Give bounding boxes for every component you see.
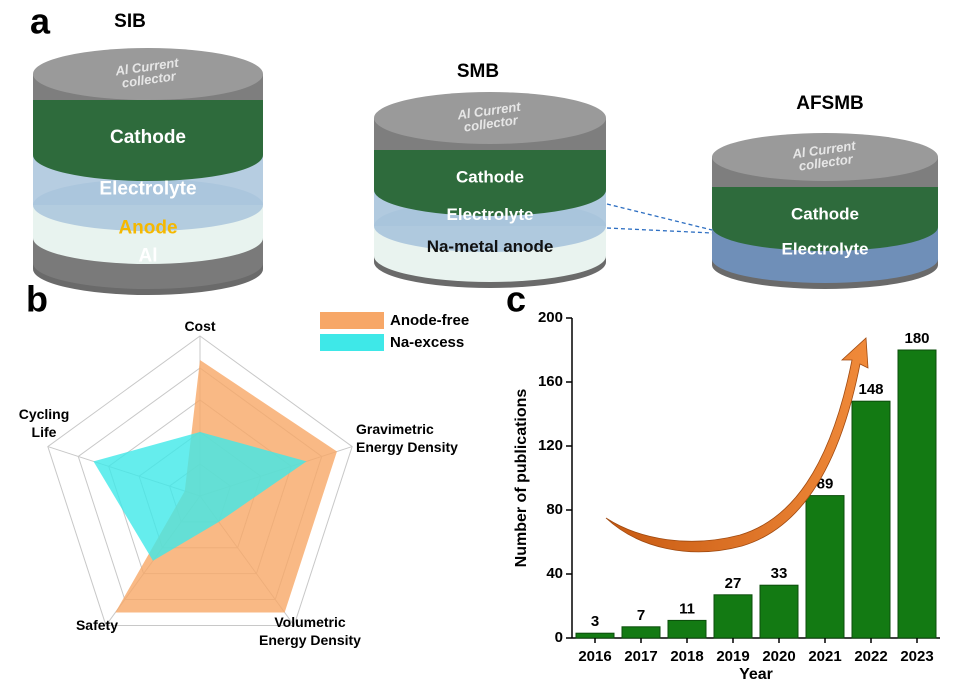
x-tick-label: 2023 — [900, 648, 933, 665]
bar — [851, 400, 891, 639]
legend-label: Anode-free — [390, 312, 469, 329]
cell-title: SIB — [114, 11, 146, 32]
y-tick-label: 40 — [546, 565, 563, 582]
cap-top — [33, 48, 263, 100]
x-tick-label: 2019 — [716, 648, 749, 665]
bar — [621, 626, 661, 639]
data-label: 3 — [591, 613, 599, 630]
bar — [897, 349, 937, 639]
radar-chart: Anode-free Na-excess Cost Gravimetric Energy… — [19, 312, 469, 648]
layer — [374, 150, 606, 190]
data-label: 148 — [858, 381, 883, 398]
x-tick-label: 2017 — [624, 648, 657, 665]
layer — [712, 187, 938, 227]
y-tick-label: 120 — [538, 437, 563, 454]
x-tick-label: 2018 — [670, 648, 703, 665]
bar — [667, 619, 707, 639]
cap-top — [374, 92, 606, 144]
y-tick-label: 0 — [555, 629, 563, 646]
panel-label: c — [506, 279, 526, 320]
axis-label: Safety — [76, 617, 118, 633]
y-tick-label: 80 — [546, 501, 563, 518]
cap-top — [712, 133, 938, 181]
bar-chart: 0 40 80 120 160 200 3 2016 7 2017 11 2018 27 2019 33 20… — [513, 309, 940, 683]
connector — [606, 227, 713, 234]
layer-label: Cathode — [456, 167, 524, 186]
legend-label: Na-excess — [390, 334, 464, 351]
panel-label: b — [26, 279, 48, 320]
data-label: 27 — [725, 575, 742, 592]
bar — [805, 495, 845, 639]
x-tick-label: 2020 — [762, 648, 795, 665]
layer-label: Cathode — [791, 204, 859, 223]
bar — [575, 632, 615, 639]
trend-arrow — [605, 337, 869, 553]
data-label: 11 — [679, 600, 695, 617]
x-axis-title: Year — [739, 666, 773, 683]
y-tick-label: 160 — [538, 373, 563, 390]
legend-swatch — [320, 334, 384, 351]
cell-title: AFSMB — [796, 93, 864, 114]
layer-label: Na-metal anode — [427, 237, 554, 256]
data-label: 7 — [637, 607, 645, 624]
layer — [33, 100, 263, 155]
axis-label: Cost — [184, 318, 215, 334]
y-tick-label: 200 — [538, 309, 563, 326]
x-tick-label: 2016 — [578, 648, 611, 665]
grid-ring — [47, 335, 353, 626]
radar-area — [93, 432, 307, 561]
x-tick-label: 2022 — [854, 648, 887, 665]
layer-label: Cathode — [110, 127, 186, 148]
axis-label: Gravimetric Energy Density — [356, 421, 458, 455]
layer-label: Anode — [118, 217, 177, 238]
data-label: 33 — [771, 565, 788, 582]
y-axis-title: Number of publications — [513, 389, 530, 568]
layer-label: Electrolyte — [782, 239, 869, 258]
panel-label: a — [30, 1, 51, 42]
bar — [713, 594, 753, 639]
cell-title: SMB — [457, 61, 499, 82]
data-label: 180 — [904, 330, 929, 347]
layer-label: Electrolyte — [99, 179, 196, 200]
legend-swatch — [320, 312, 384, 329]
axis-label: Cycling Life — [19, 406, 70, 440]
layer-label: Al — [139, 245, 158, 266]
x-tick-label: 2021 — [808, 648, 841, 665]
layer-label: Electrolyte — [447, 205, 534, 224]
connector — [606, 203, 713, 231]
axis-label: Volumetric Energy Density — [259, 614, 361, 648]
bar — [759, 584, 799, 639]
data-label: 89 — [817, 476, 834, 493]
